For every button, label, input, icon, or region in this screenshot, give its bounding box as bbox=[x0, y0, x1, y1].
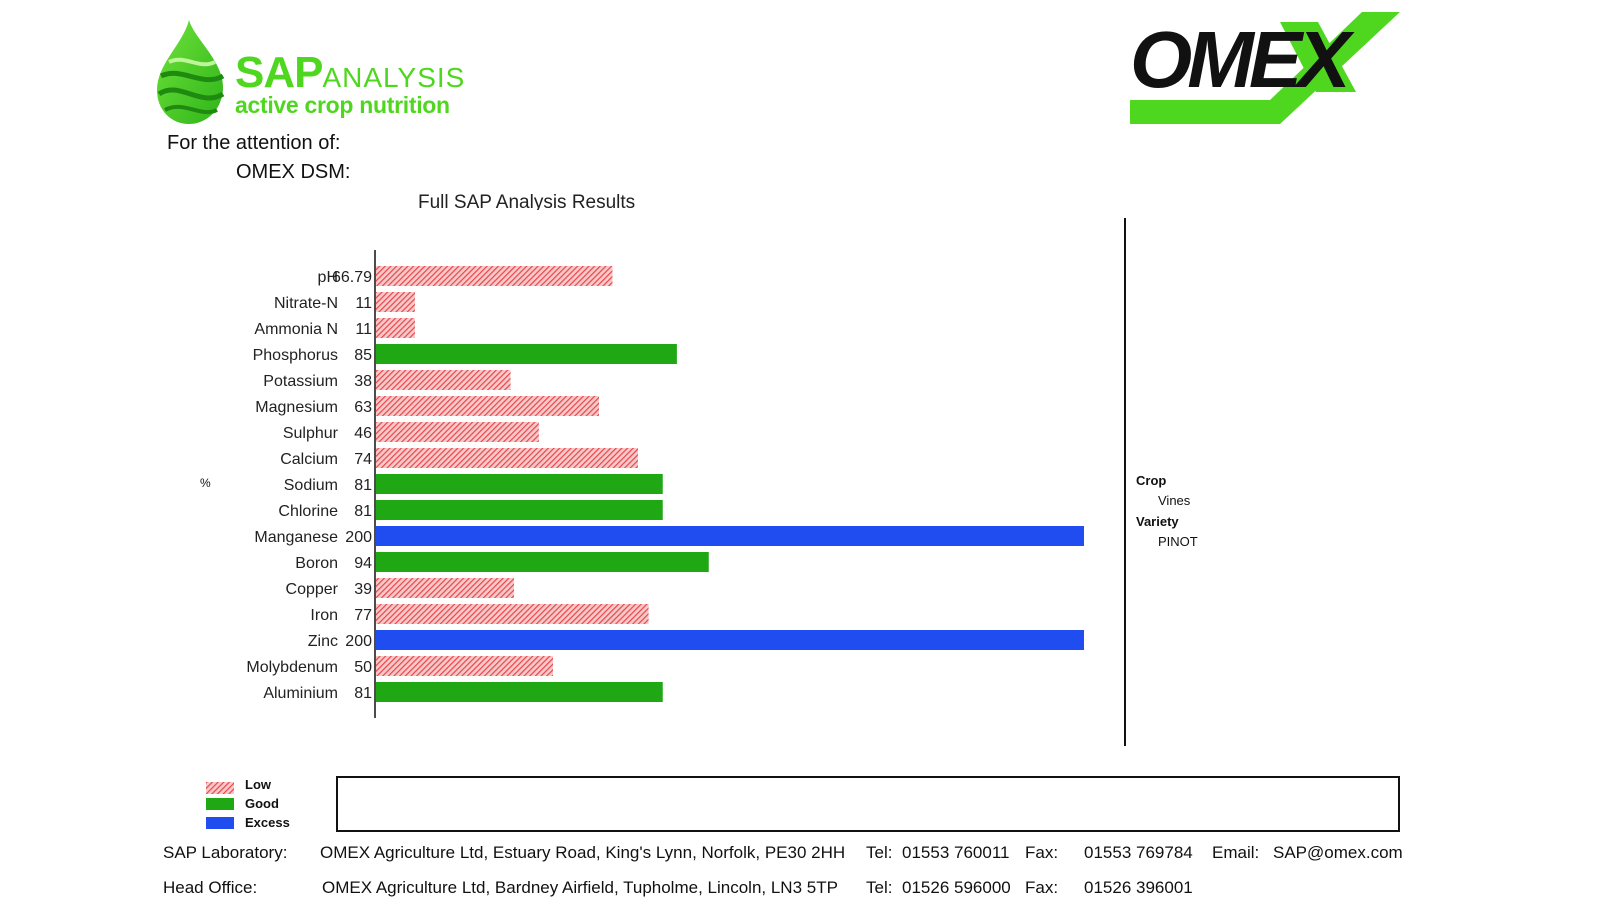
value-label-aluminium: 81 bbox=[354, 685, 372, 702]
category-label-manganese: Manganese bbox=[254, 529, 338, 546]
lab-tel: 01553 760011 bbox=[902, 843, 1010, 862]
value-label-molybdenum: 50 bbox=[354, 659, 372, 676]
category-label-ammonia-n: Ammonia N bbox=[254, 321, 338, 338]
bar-magnesium bbox=[376, 396, 600, 416]
head-tel-label: Tel: bbox=[866, 878, 893, 897]
category-label-boron: Boron bbox=[295, 555, 338, 572]
legend-label-low: Low bbox=[245, 777, 271, 792]
lab-fax-label: Fax: bbox=[1025, 843, 1059, 862]
category-label-sodium: Sodium bbox=[284, 477, 338, 494]
omex-logo: OMEX bbox=[1130, 12, 1400, 132]
sap-analysis-logo: SAPANALYSIS active crop nutrition bbox=[155, 18, 465, 128]
category-label-potassium: Potassium bbox=[263, 373, 338, 390]
variety-value: PINOT bbox=[1158, 534, 1198, 549]
value-label-boron: 94 bbox=[354, 555, 372, 572]
bar-chlorine bbox=[376, 500, 663, 520]
category-label-molybdenum: Molybdenum bbox=[246, 659, 338, 676]
notes-box bbox=[336, 776, 1400, 832]
value-label-ammonia-n: 11 bbox=[355, 321, 372, 338]
head-fax: 01526 396001 bbox=[1084, 878, 1193, 897]
legend-label-excess: Excess bbox=[245, 815, 290, 830]
variety-label: Variety bbox=[1136, 514, 1179, 529]
bar-ph bbox=[376, 266, 613, 286]
legend-swatch-low bbox=[206, 779, 234, 794]
bar-aluminium bbox=[376, 682, 663, 702]
lab-tel-label: Tel: bbox=[866, 843, 893, 862]
category-label-magnesium: Magnesium bbox=[255, 399, 338, 416]
omex-dsm-line: OMEX DSM: bbox=[236, 161, 351, 183]
droplet-icon bbox=[157, 20, 225, 124]
category-label-nitrate-n: Nitrate-N bbox=[274, 295, 338, 312]
bar-molybdenum bbox=[376, 656, 553, 676]
chart-title: Full SAP Analysis Results bbox=[418, 192, 636, 210]
crop-value: Vines bbox=[1158, 493, 1191, 508]
bar-calcium bbox=[376, 448, 638, 468]
category-label-ph: pH bbox=[318, 269, 338, 286]
category-label-aluminium: Aluminium bbox=[263, 685, 338, 702]
value-label-sodium: 81 bbox=[354, 477, 372, 494]
value-label-calcium: 74 bbox=[354, 451, 372, 468]
bar-ammonia-n bbox=[376, 318, 415, 338]
value-label-chlorine: 81 bbox=[354, 503, 372, 520]
value-label-nitrate-n: 11 bbox=[355, 295, 372, 312]
lab-email-label: Email: bbox=[1212, 843, 1260, 862]
value-label-manganese: 200 bbox=[345, 529, 372, 546]
bar-copper bbox=[376, 578, 515, 598]
bar-manganese bbox=[376, 526, 1084, 546]
lab-email-link[interactable]: SAP@omex.com bbox=[1273, 843, 1403, 862]
value-label-sulphur: 46 bbox=[354, 425, 372, 442]
value-label-phosphorus: 85 bbox=[354, 347, 372, 364]
category-label-iron: Iron bbox=[310, 607, 338, 624]
value-label-ph: 66.79 bbox=[332, 269, 372, 286]
legend-swatch-excess bbox=[206, 817, 234, 829]
value-label-iron: 77 bbox=[354, 607, 372, 624]
lab-label: SAP Laboratory: bbox=[163, 843, 288, 862]
bar-nitrate-n bbox=[376, 292, 415, 312]
sap-brand-name: SAPANALYSIS bbox=[235, 48, 465, 98]
omex-wordmark: OMEX bbox=[1130, 15, 1351, 104]
category-label-phosphorus: Phosphorus bbox=[253, 347, 338, 364]
category-label-calcium: Calcium bbox=[280, 451, 338, 468]
head-office-address: OMEX Agriculture Ltd, Bardney Airfield, … bbox=[322, 878, 838, 897]
head-tel: 01526 596000 bbox=[902, 878, 1011, 897]
value-label-magnesium: 63 bbox=[354, 399, 372, 416]
head-fax-label: Fax: bbox=[1025, 878, 1059, 897]
legend-label-good: Good bbox=[245, 796, 279, 811]
value-label-zinc: 200 bbox=[345, 633, 372, 650]
sap-brand-light: ANALYSIS bbox=[322, 62, 466, 93]
head-office-label: Head Office: bbox=[163, 878, 258, 897]
legend-swatch-good bbox=[206, 798, 234, 810]
bar-iron bbox=[376, 604, 649, 624]
bar-boron bbox=[376, 552, 709, 572]
bar-potassium bbox=[376, 370, 511, 390]
category-label-chlorine: Chlorine bbox=[278, 503, 338, 520]
lab-fax: 01553 769784 bbox=[1084, 843, 1193, 862]
value-label-potassium: 38 bbox=[354, 373, 372, 390]
attention-line: For the attention of: bbox=[167, 132, 341, 154]
bar-phosphorus bbox=[376, 344, 677, 364]
category-label-sulphur: Sulphur bbox=[283, 425, 339, 442]
lab-address: OMEX Agriculture Ltd, Estuary Road, King… bbox=[320, 843, 846, 862]
omex-swoosh-icon bbox=[1130, 12, 1400, 124]
sap-tagline: active crop nutrition bbox=[235, 92, 450, 118]
bar-zinc bbox=[376, 630, 1084, 650]
y-unit-label: % bbox=[200, 476, 211, 490]
crop-label: Crop bbox=[1136, 473, 1167, 488]
bar-sodium bbox=[376, 474, 663, 494]
category-label-copper: Copper bbox=[286, 581, 339, 598]
bar-sulphur bbox=[376, 422, 539, 442]
value-label-copper: 39 bbox=[354, 581, 372, 598]
sap-brand-bold: SAP bbox=[235, 48, 323, 97]
category-label-zinc: Zinc bbox=[308, 633, 338, 650]
